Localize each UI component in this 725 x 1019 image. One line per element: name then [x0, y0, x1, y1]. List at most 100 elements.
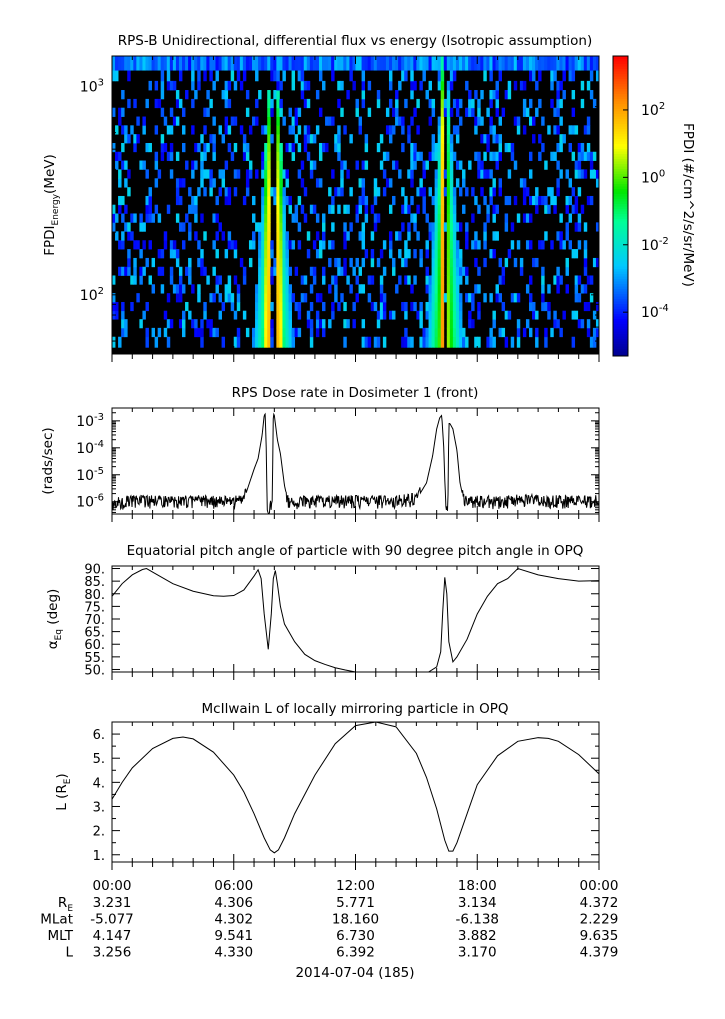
heatmap-cell: [434, 213, 439, 223]
heatmap-cell: [541, 301, 545, 312]
heatmap-cell: [118, 116, 122, 126]
heatmap-cell: [245, 142, 250, 153]
heatmap-cell: [151, 257, 156, 268]
heatmap-cell: [483, 70, 487, 82]
heatmap-cell: [255, 70, 259, 82]
heatmap-cell: [252, 240, 256, 250]
heatmap-cell: [233, 187, 238, 197]
heatmap-cell: [282, 169, 286, 179]
heatmap-cell: [182, 142, 186, 153]
heatmap-cell: [255, 56, 259, 71]
heatmap-cell: [224, 284, 229, 294]
heatmap-cell: [413, 275, 417, 285]
heatmap-cell: [200, 56, 204, 71]
heatmap-cell: [282, 222, 286, 232]
heatmap-cell: [340, 80, 344, 91]
heatmap-cell: [541, 56, 545, 71]
heatmap-cell: [264, 204, 268, 214]
heatmap-cell: [574, 160, 579, 170]
heatmap-cell: [331, 169, 335, 179]
heatmap-cell: [291, 327, 296, 338]
heatmap-cell: [127, 231, 131, 241]
heatmap-cell: [437, 231, 442, 241]
heatmap-cell: [361, 187, 366, 197]
heatmap-cell: [118, 240, 122, 250]
heatmap-cell: [118, 266, 122, 276]
heatmap-cell: [446, 301, 451, 312]
heatmap-cell: [160, 90, 165, 100]
heatmap-cell: [334, 284, 338, 294]
heatmap-cell: [437, 187, 442, 197]
heatmap-cell: [115, 231, 119, 241]
heatmap-cell: [124, 160, 128, 170]
heatmap-cell: [322, 240, 326, 250]
heatmap-cell: [480, 56, 484, 71]
heatmap-cell: [285, 336, 289, 348]
heatmap-cell: [315, 327, 320, 338]
heatmap-cell: [480, 134, 484, 144]
heatmap-cell: [267, 327, 271, 338]
heatmap-cell: [440, 275, 445, 285]
heatmap-cell: [592, 327, 597, 338]
heatmap-cell: [446, 80, 451, 91]
heatmap-cell: [437, 275, 442, 285]
heatmap-cell: [416, 187, 420, 197]
heatmap-cell: [318, 249, 323, 259]
heatmap-cell: [410, 213, 414, 223]
heatmap-cell: [297, 195, 302, 206]
heatmap-cell: [224, 293, 229, 303]
heatmap-cell: [434, 257, 439, 268]
heatmap-cell: [376, 336, 381, 348]
heatmap-cell: [404, 301, 408, 312]
heatmap-cell: [136, 293, 140, 303]
colorbar-band: [613, 153, 628, 157]
heatmap-cell: [230, 151, 235, 161]
heatmap-cell: [328, 204, 332, 214]
colorbar-band: [613, 168, 628, 172]
heatmap-cell: [288, 107, 292, 117]
heatmap-cell: [565, 266, 569, 276]
heatmap-cell: [139, 222, 143, 232]
heatmap-cell: [200, 319, 204, 329]
heatmap-cell: [309, 327, 314, 338]
heatmap-cell: [148, 187, 152, 197]
heatmap-cell: [568, 56, 573, 71]
heatmap-cell: [425, 284, 429, 294]
heatmap-cell: [382, 187, 387, 197]
heatmap-cell: [331, 195, 335, 206]
heatmap-cell: [148, 142, 152, 153]
heatmap-cell: [388, 98, 393, 109]
heatmap-cell: [227, 195, 232, 206]
heatmap-cell: [200, 266, 204, 276]
heatmap-cell: [410, 301, 414, 312]
heatmap-cell: [276, 257, 280, 268]
heatmap-cell: [212, 266, 216, 276]
ephemeris-value: 6.730: [336, 928, 375, 944]
heatmap-cell: [458, 275, 463, 285]
heatmap-cell: [182, 222, 186, 232]
heatmap-cell: [449, 231, 454, 241]
heatmap-cell: [227, 293, 232, 303]
heatmap-cell: [270, 98, 274, 109]
heatmap-cell: [483, 169, 487, 179]
heatmap-cell: [270, 327, 274, 338]
heatmap-cell: [172, 56, 177, 71]
heatmap-cell: [245, 56, 250, 71]
heatmap-cell: [261, 213, 265, 223]
colorbar-band: [613, 253, 628, 257]
heatmap-cell: [142, 310, 146, 320]
heatmap-cell: [127, 222, 131, 232]
heatmap-cell: [264, 142, 268, 153]
heatmap-cell: [315, 293, 320, 303]
heatmap-cell: [252, 116, 256, 126]
heatmap-cell: [261, 336, 265, 348]
heatmap-cell: [483, 240, 487, 250]
heatmap-cell: [507, 56, 512, 71]
heatmap-cell: [452, 301, 457, 312]
heatmap-cell: [370, 56, 375, 71]
heatmap-cell: [468, 107, 472, 117]
heatmap-cell: [559, 56, 563, 71]
heatmap-cell: [455, 301, 460, 312]
heatmap-cell: [318, 107, 323, 117]
heatmap-cell: [242, 56, 247, 71]
